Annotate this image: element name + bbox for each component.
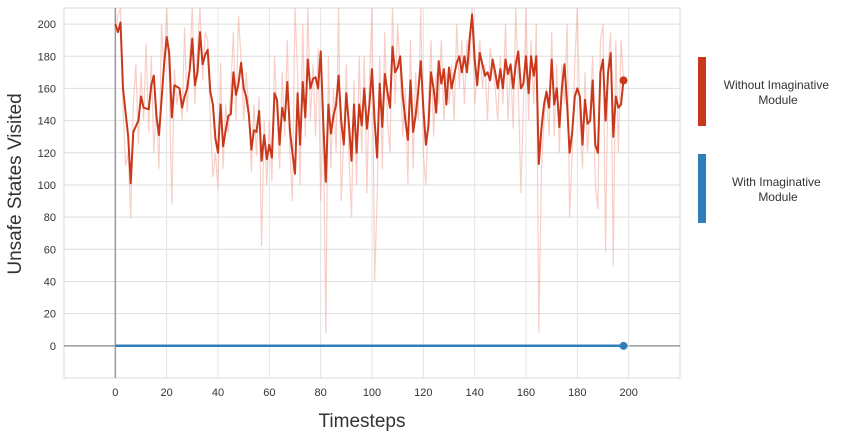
x-tick-label: 100 (363, 387, 381, 399)
x-tick-label: 140 (465, 387, 483, 399)
y-tick-label: 60 (44, 244, 56, 256)
legend-swatch-with (698, 154, 706, 223)
series-without-end-point (619, 76, 628, 85)
y-tick-label: 120 (38, 148, 56, 160)
series-layer (114, 7, 628, 350)
y-tick-label: 160 (38, 83, 56, 95)
legend-label-with: With Imaginative Module (732, 175, 824, 204)
x-tick-label: 200 (619, 387, 637, 399)
y-axis-title: Unsafe States Visited (5, 93, 26, 274)
x-tick-label: 180 (568, 387, 586, 399)
y-tick-label: 0 (50, 341, 56, 353)
x-tick-label: 160 (517, 387, 535, 399)
x-tick-label: 0 (112, 387, 118, 399)
y-tick-label: 200 (38, 19, 56, 31)
legend-label-without: Without Imaginative Module (724, 78, 833, 107)
y-tick-label: 40 (44, 276, 56, 288)
y-tick-label: 140 (38, 116, 56, 128)
tick-labels: 0 20 40 60 80 100 120 140 160 180 200 0 20 40 60 80 100 1… (38, 19, 638, 399)
y-tick-label: 80 (44, 212, 56, 224)
y-tick-label: 20 (44, 309, 56, 321)
series-with-end-point (619, 341, 628, 350)
legend-swatch-without (698, 57, 706, 126)
x-tick-label: 40 (212, 387, 224, 399)
x-tick-label: 60 (263, 387, 275, 399)
legend: Without Imaginative Module With Imaginat… (698, 57, 833, 223)
y-tick-label: 100 (38, 180, 56, 192)
y-tick-label: 180 (38, 51, 56, 63)
x-tick-label: 80 (315, 387, 327, 399)
series-without-line (114, 13, 625, 185)
x-axis-title: Timesteps (319, 411, 406, 432)
x-tick-label: 120 (414, 387, 432, 399)
x-tick-label: 20 (161, 387, 173, 399)
series-without-raw-line (114, 7, 625, 334)
